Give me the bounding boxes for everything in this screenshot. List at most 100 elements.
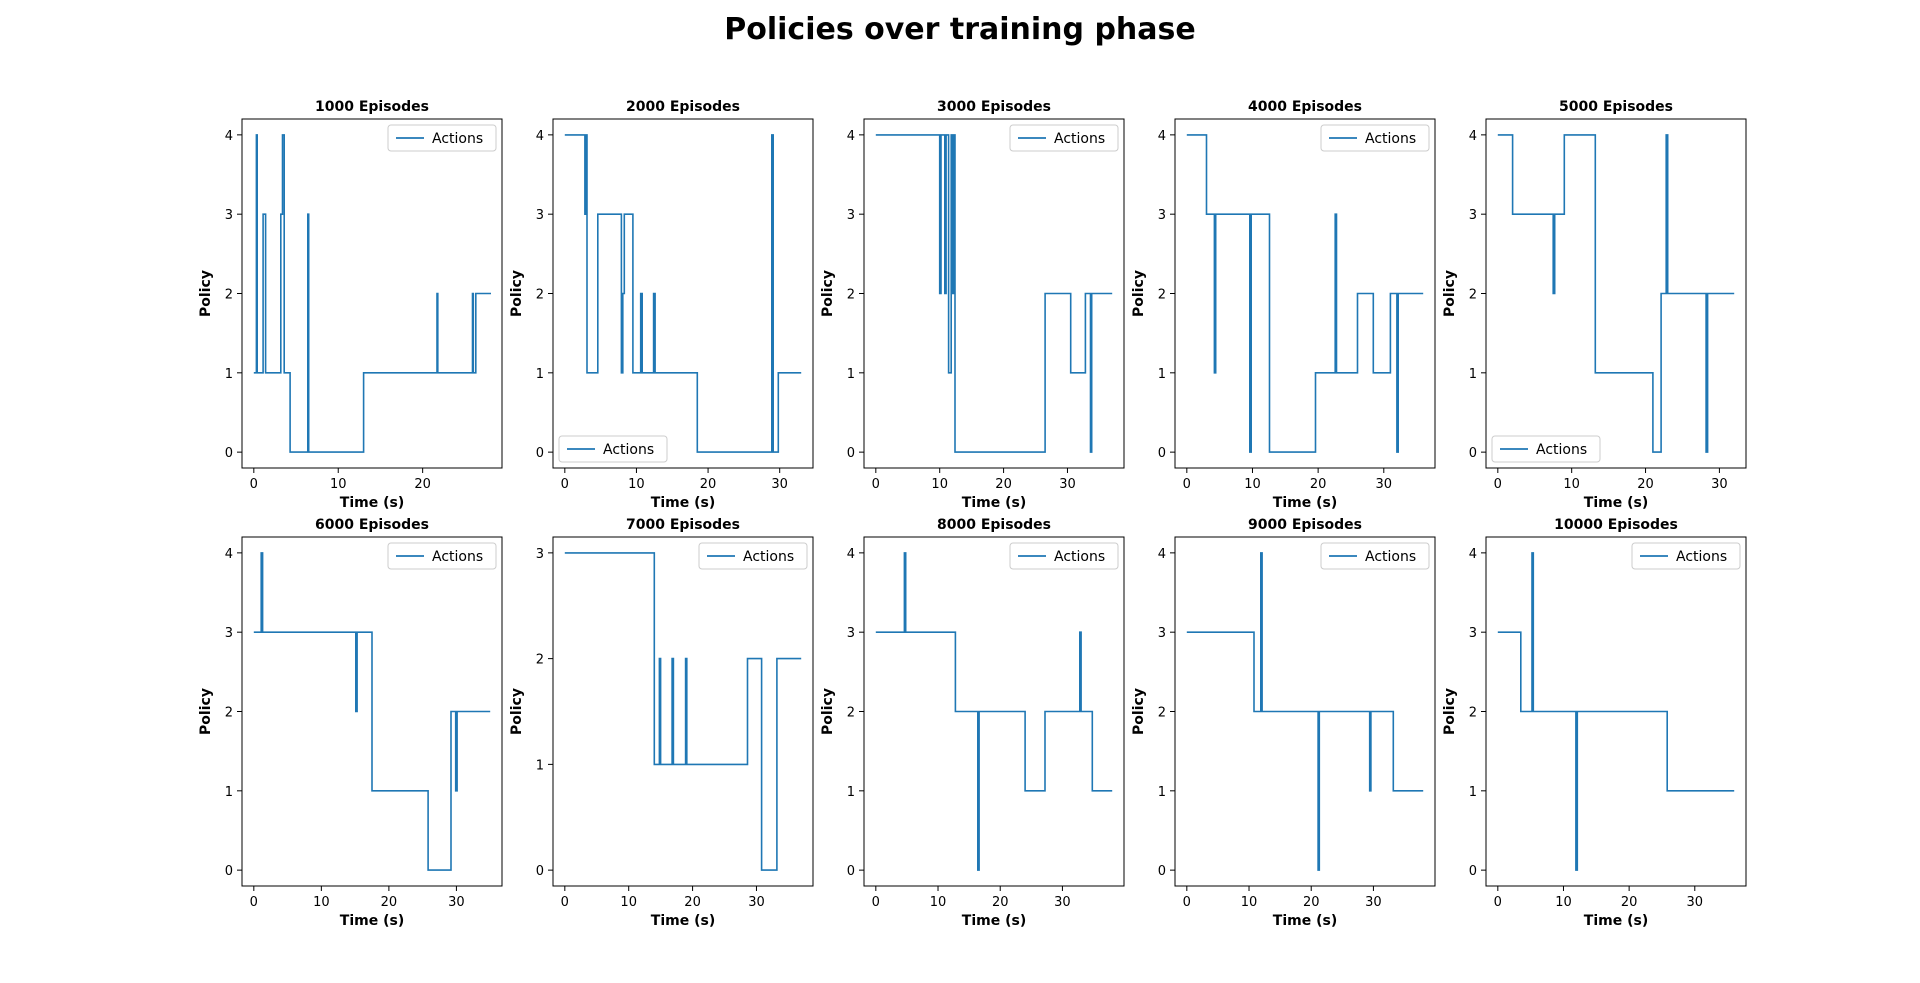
axes-frame [1174,536,1436,887]
axes-frame [241,536,503,887]
legend-label: Actions [432,549,483,565]
y-tick-label: 2 [847,706,855,721]
legend-box [698,542,808,570]
x-tick-label: 30 [1054,895,1071,910]
subplot-title: 7000 Episodes [626,517,740,533]
x-tick-label: 20 [1637,477,1654,492]
x-axis-label: Time (s) [651,495,715,511]
y-tick-label: 4 [225,129,233,144]
figure-title: Policies over training phase [724,12,1196,47]
subplot-title: 5000 Episodes [1559,99,1673,115]
legend-box [1009,124,1119,152]
y-axis-label: Policy [1442,270,1458,317]
subplot-title: 4000 Episodes [1248,99,1362,115]
y-tick-label: 3 [1158,208,1166,223]
series-line-actions [1497,134,1735,453]
y-tick-label: 2 [1469,288,1477,303]
series-line-actions [1186,134,1424,453]
y-tick-label: 4 [1469,129,1477,144]
y-tick-label: 3 [1158,626,1166,641]
y-tick-label: 0 [1158,864,1166,879]
legend-box [1491,435,1601,463]
series-line-actions [564,134,802,453]
x-tick-label: 0 [872,477,880,492]
x-tick-label: 30 [1687,895,1704,910]
subplot-9: 9000 Episodes 0 10 20 30 0 1 2 3 4 Time (s) Policy A… [1131,517,1436,929]
y-tick-label: 0 [847,864,855,879]
x-tick-label: 20 [1621,895,1638,910]
x-tick-label: 30 [1376,477,1393,492]
x-tick-label: 20 [992,895,1009,910]
x-tick-label: 10 [930,895,947,910]
x-tick-label: 0 [561,477,569,492]
axes-frame [241,118,503,469]
subplot-title: 9000 Episodes [1248,517,1362,533]
x-tick-label: 0 [250,895,258,910]
legend: Actions [1320,542,1430,570]
axes-frame [1485,536,1747,887]
series-line-actions [875,134,1113,453]
legend: Actions [387,124,497,152]
y-axis-label: Policy [1131,688,1147,735]
y-tick-label: 3 [1469,208,1477,223]
y-tick-label: 4 [1469,547,1477,562]
subplot-7: 7000 Episodes 0 10 20 30 0 1 2 3 Time (s) Policy Ac… [509,517,814,929]
legend-label: Actions [603,442,654,458]
axes-frame [552,536,814,887]
x-tick-label: 20 [1303,895,1320,910]
legend-label: Actions [1536,442,1587,458]
y-tick-label: 0 [225,864,233,879]
subplot-title: 1000 Episodes [315,99,429,115]
subplot-title: 2000 Episodes [626,99,740,115]
y-tick-label: 4 [1158,547,1166,562]
y-tick-label: 3 [225,626,233,641]
series-line-actions [253,134,491,453]
y-tick-label: 1 [1469,367,1477,382]
x-axis-label: Time (s) [1584,495,1648,511]
y-tick-label: 4 [847,547,855,562]
series-line-actions [875,552,1113,871]
axes-frame [863,536,1125,887]
x-tick-label: 30 [1711,477,1728,492]
x-tick-label: 10 [931,477,948,492]
legend-box [387,542,497,570]
y-tick-label: 0 [847,446,855,461]
legend: Actions [387,542,497,570]
subplot-5: 5000 Episodes 0 10 20 30 0 1 2 3 4 Time (s) Policy A… [1442,99,1747,511]
x-axis-label: Time (s) [962,913,1026,929]
legend-label: Actions [1054,549,1105,565]
y-tick-label: 2 [225,706,233,721]
y-tick-label: 2 [536,653,544,668]
x-tick-label: 20 [1310,477,1327,492]
y-tick-label: 0 [1469,864,1477,879]
series-line-actions [1186,552,1424,871]
y-tick-label: 1 [847,785,855,800]
y-tick-label: 4 [847,129,855,144]
x-axis-label: Time (s) [962,495,1026,511]
y-axis-label: Policy [198,270,214,317]
axes-frame [552,118,814,469]
y-axis-label: Policy [1131,270,1147,317]
subplot-6: 6000 Episodes 0 10 20 30 0 1 2 3 4 Time (s) Policy A… [198,517,503,929]
y-tick-label: 1 [536,367,544,382]
y-tick-label: 1 [536,758,544,773]
y-tick-label: 2 [1469,706,1477,721]
y-tick-label: 4 [1158,129,1166,144]
y-tick-label: 0 [536,864,544,879]
x-tick-label: 30 [1059,477,1076,492]
y-tick-label: 1 [1469,785,1477,800]
x-tick-label: 10 [1241,895,1258,910]
subplot-2: 2000 Episodes 0 10 20 30 0 1 2 3 4 Time (s) Policy A… [509,99,814,511]
x-tick-label: 10 [313,895,330,910]
legend-box [1009,542,1119,570]
legend-label: Actions [432,131,483,147]
y-tick-label: 1 [225,367,233,382]
y-axis-label: Policy [509,270,525,317]
legend: Actions [1009,542,1119,570]
y-tick-label: 2 [225,288,233,303]
x-axis-label: Time (s) [1273,495,1337,511]
y-tick-label: 3 [536,547,544,562]
y-tick-label: 1 [1158,785,1166,800]
x-tick-label: 10 [1244,477,1261,492]
axes-frame [1174,118,1436,469]
